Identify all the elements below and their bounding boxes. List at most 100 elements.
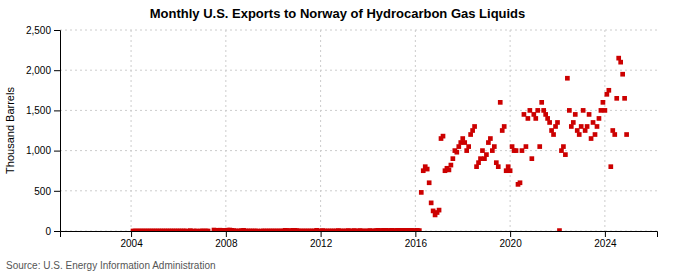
grid-line	[60, 150, 657, 151]
tick-mark	[54, 151, 60, 152]
point	[494, 160, 499, 165]
point	[425, 167, 430, 172]
point	[460, 136, 465, 141]
annotation: Source: U.S. Energy Information Administ…	[6, 260, 216, 271]
point	[567, 108, 572, 113]
point	[462, 140, 467, 145]
tick-label: 2020	[499, 238, 522, 249]
point	[573, 112, 578, 117]
point	[589, 136, 594, 141]
point	[557, 228, 562, 231]
tick: 2024	[594, 231, 617, 249]
point	[437, 208, 442, 213]
grid-line	[60, 190, 657, 191]
point	[508, 168, 513, 173]
point	[206, 229, 211, 231]
tick-label: 2004	[120, 238, 143, 249]
tick-label: 1,500	[26, 105, 51, 116]
point	[624, 132, 629, 137]
point	[601, 100, 606, 105]
point	[533, 116, 538, 121]
point	[484, 152, 489, 157]
point	[510, 144, 515, 149]
grid-line	[320, 30, 321, 231]
tick-mark	[510, 231, 511, 237]
point	[543, 112, 548, 117]
grid-line	[225, 30, 226, 231]
point	[583, 128, 588, 133]
point	[518, 180, 523, 185]
point	[454, 150, 459, 155]
tick: 2008	[215, 231, 238, 249]
point	[468, 132, 473, 137]
point	[575, 128, 580, 133]
grid-line	[415, 30, 416, 231]
tick-label: 2024	[594, 238, 617, 249]
point	[622, 96, 627, 101]
point	[447, 168, 452, 173]
tick-mark	[54, 70, 60, 71]
point	[531, 112, 536, 117]
point	[472, 124, 477, 129]
tick-mark	[54, 30, 60, 31]
tick: 500	[34, 186, 60, 197]
tick-mark	[131, 231, 132, 237]
tick: 2,500	[26, 25, 60, 36]
point	[486, 140, 491, 145]
point	[606, 88, 611, 93]
tick-mark	[226, 231, 227, 237]
point	[616, 56, 621, 61]
tick-mark	[54, 191, 60, 192]
grid	[60, 30, 657, 231]
point	[528, 108, 533, 113]
tick-mark	[605, 231, 606, 237]
tick-label: 1,000	[26, 145, 51, 156]
point	[417, 228, 422, 231]
point	[610, 128, 615, 133]
point	[464, 148, 469, 153]
point	[579, 124, 584, 129]
point	[529, 156, 534, 161]
tick-label: 0	[45, 226, 51, 237]
point	[612, 132, 617, 137]
tick: 2012	[310, 231, 333, 249]
tick-label: 2008	[215, 238, 238, 249]
tick: 2020	[499, 231, 522, 249]
point	[603, 108, 608, 113]
point	[537, 144, 542, 149]
point	[419, 190, 424, 195]
point	[595, 124, 600, 129]
point	[608, 164, 613, 169]
tick: 2016	[405, 231, 428, 249]
point	[488, 136, 493, 141]
point	[541, 108, 546, 113]
point	[597, 116, 602, 121]
point	[476, 160, 481, 165]
point	[427, 180, 432, 185]
point	[551, 132, 556, 137]
title: Monthly U.S. Exports to Norway of Hydroc…	[150, 6, 526, 21]
plot-area: 2004 2008 2012 2016 2020 2024 0 500 1,000 1,500 2,…	[26, 25, 658, 249]
point	[614, 96, 619, 101]
tick-label: 500	[34, 186, 51, 197]
point	[466, 144, 471, 149]
point	[502, 124, 507, 129]
point	[547, 120, 552, 125]
point	[480, 148, 485, 153]
y-axis: 05001,0001,5002,0002,500	[26, 25, 61, 237]
point	[563, 152, 568, 157]
point	[539, 100, 544, 105]
grid-line	[510, 30, 511, 231]
tick: 1,000	[26, 145, 60, 156]
point	[555, 120, 560, 125]
x-axis: 2004 2008 2012 2016 2020 2024	[61, 231, 658, 249]
tick-mark	[415, 231, 416, 237]
point	[449, 163, 454, 168]
point	[522, 112, 527, 117]
point	[456, 144, 461, 149]
tick-mark	[54, 110, 60, 111]
point	[587, 112, 592, 117]
y-axis-title: Thousand Barrels	[4, 87, 16, 174]
chart: 2004 2008 2012 2016 2020 2024 0 500 1,000 1,500 2,…	[0, 0, 675, 275]
point	[545, 116, 550, 121]
